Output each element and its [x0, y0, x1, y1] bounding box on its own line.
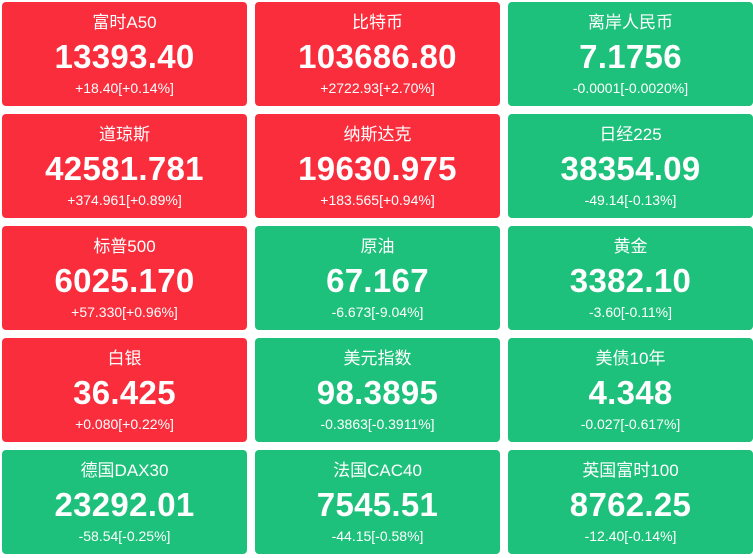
quote-tile-ftse100[interactable]: 英国富时100 8762.25 -12.40[-0.14%]	[508, 450, 753, 554]
quote-tile-offshore-cny[interactable]: 离岸人民币 7.1756 -0.0001[-0.0020%]	[508, 2, 753, 106]
quote-change: -0.0001[-0.0020%]	[572, 80, 689, 96]
quote-name: 富时A50	[92, 13, 157, 32]
quote-change: +57.330[+0.96%]	[71, 304, 178, 320]
quote-change: -3.60[-0.11%]	[588, 304, 672, 320]
quote-tile-dax30[interactable]: 德国DAX30 23292.01 -58.54[-0.25%]	[2, 450, 247, 554]
quote-tile-nasdaq[interactable]: 纳斯达克 19630.975 +183.565[+0.94%]	[255, 114, 500, 218]
quote-name: 德国DAX30	[80, 461, 169, 480]
quote-change: -0.027[-0.617%]	[580, 416, 681, 432]
quote-name: 道琼斯	[99, 125, 150, 144]
quote-change: +183.565[+0.94%]	[320, 192, 435, 208]
quote-tile-crude-oil[interactable]: 原油 67.167 -6.673[-9.04%]	[255, 226, 500, 330]
quote-price: 7545.51	[316, 486, 439, 523]
quote-change: +0.080[+0.22%]	[75, 416, 174, 432]
quote-price: 13393.40	[54, 38, 195, 75]
quote-name: 离岸人民币	[588, 13, 673, 32]
quote-change: -0.3863[-0.3911%]	[320, 416, 435, 432]
quote-change: -49.14[-0.13%]	[584, 192, 677, 208]
quote-name: 标普500	[93, 237, 156, 256]
quote-price: 6025.170	[54, 262, 195, 299]
quote-price: 4.348	[588, 374, 673, 411]
quote-change: +374.961[+0.89%]	[67, 192, 182, 208]
quote-tile-bitcoin[interactable]: 比特币 103686.80 +2722.93[+2.70%]	[255, 2, 500, 106]
quote-change: -44.15[-0.58%]	[331, 528, 424, 544]
quote-name: 美元指数	[343, 349, 412, 368]
quote-tile-cac40[interactable]: 法国CAC40 7545.51 -44.15[-0.58%]	[255, 450, 500, 554]
quote-tile-dollar-index[interactable]: 美元指数 98.3895 -0.3863[-0.3911%]	[255, 338, 500, 442]
quote-name: 英国富时100	[582, 461, 679, 480]
quote-price: 36.425	[73, 374, 176, 411]
quote-name: 黄金	[613, 237, 648, 256]
quote-price: 19630.975	[298, 150, 457, 187]
quote-price: 3382.10	[569, 262, 692, 299]
quote-name: 日经225	[599, 125, 662, 144]
quote-price: 7.1756	[579, 38, 682, 75]
quote-change: -12.40[-0.14%]	[584, 528, 677, 544]
quote-price: 103686.80	[298, 38, 457, 75]
quote-change: +18.40[+0.14%]	[75, 80, 174, 96]
quote-name: 法国CAC40	[333, 461, 422, 480]
quote-tile-gold[interactable]: 黄金 3382.10 -3.60[-0.11%]	[508, 226, 753, 330]
quote-name: 原油	[360, 237, 395, 256]
quote-change: -58.54[-0.25%]	[78, 528, 171, 544]
quote-price: 8762.25	[569, 486, 692, 523]
quote-change: -6.673[-9.04%]	[331, 304, 424, 320]
quote-price: 23292.01	[54, 486, 195, 523]
quote-name: 美债10年	[595, 349, 666, 368]
quote-tile-dow-jones[interactable]: 道琼斯 42581.781 +374.961[+0.89%]	[2, 114, 247, 218]
quote-tile-us-10y-treasury[interactable]: 美债10年 4.348 -0.027[-0.617%]	[508, 338, 753, 442]
quote-tile-ftse-a50[interactable]: 富时A50 13393.40 +18.40[+0.14%]	[2, 2, 247, 106]
quote-tile-silver[interactable]: 白银 36.425 +0.080[+0.22%]	[2, 338, 247, 442]
quote-price: 98.3895	[316, 374, 439, 411]
quote-change: +2722.93[+2.70%]	[320, 80, 435, 96]
quote-price: 42581.781	[45, 150, 204, 187]
quote-price: 67.167	[326, 262, 429, 299]
quote-name: 纳斯达克	[343, 125, 412, 144]
quote-price: 38354.09	[560, 150, 701, 187]
quote-name: 白银	[107, 349, 142, 368]
quote-name: 比特币	[352, 13, 403, 32]
quote-tile-sp500[interactable]: 标普500 6025.170 +57.330[+0.96%]	[2, 226, 247, 330]
quote-tile-nikkei-225[interactable]: 日经225 38354.09 -49.14[-0.13%]	[508, 114, 753, 218]
